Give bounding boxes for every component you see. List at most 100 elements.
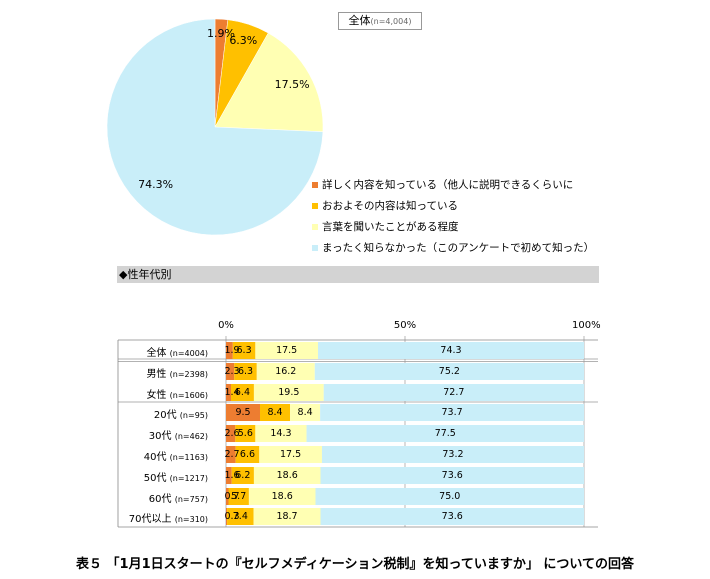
bar-segment — [259, 446, 322, 463]
row-label-text: 60代 — [148, 494, 175, 505]
bar-value-label: 8.4 — [297, 407, 313, 418]
row-label-n: (n=1217) — [169, 474, 208, 483]
bar-value-label: 72.7 — [443, 387, 465, 398]
bar-segment — [235, 425, 256, 442]
bar-segment — [253, 508, 321, 525]
row-label: 70代以上 (n=310) — [120, 510, 208, 525]
pie-value-label: 74.3% — [138, 178, 174, 192]
bar-value-label: 14.3 — [270, 428, 292, 439]
bar-value-label: 5.7 — [231, 491, 247, 502]
bar-segment — [226, 508, 228, 525]
pie-subtitle: (n=4,004) — [370, 17, 412, 26]
row-label: 30代 (n=462) — [120, 427, 208, 442]
bar-value-label: 2.6 — [224, 428, 240, 439]
legend-item: まったく知らなかった（このアンケートで初めて知った） — [312, 237, 594, 258]
bar-value-label: 73.6 — [441, 511, 463, 522]
bar-value-label: 75.2 — [438, 366, 460, 377]
row-label-text: 40代 — [143, 452, 170, 463]
bar-segment — [320, 404, 584, 421]
legend-swatch — [312, 244, 318, 251]
pie-slice-4 — [106, 18, 324, 236]
bar-value-label: 16.2 — [275, 366, 297, 377]
pie-title: 全体(n=4,004) — [338, 12, 422, 30]
bar-segment — [315, 488, 584, 505]
x-tick-label: 0% — [218, 320, 234, 331]
bar-value-label: 75.0 — [439, 491, 461, 502]
section-title: ◆性年代別 — [117, 266, 599, 283]
bar-value-label: 2.7 — [224, 449, 240, 460]
bar-value-label: 1.6 — [224, 470, 240, 481]
bar-segment — [226, 404, 261, 421]
bar-segment — [226, 467, 232, 484]
row-label-text: 全体 — [146, 348, 170, 359]
bar-value-label: 6.6 — [239, 449, 256, 460]
row-label-text: 女性 — [146, 390, 170, 401]
bar-segment — [226, 446, 236, 463]
pie-legend: 詳しく内容を知っている（他人に説明できるくらいにおおよその内容は知っている言葉を… — [312, 174, 594, 258]
row-label-text: 20代 — [153, 410, 180, 421]
bar-segment — [255, 425, 307, 442]
bar-value-label: 8.4 — [267, 407, 283, 418]
legend-label: 言葉を聞いたことがある程度 — [322, 221, 459, 233]
bar-segment — [226, 488, 229, 505]
row-label-n: (n=4004) — [169, 349, 208, 358]
bar-segment — [253, 384, 324, 401]
bar-value-label: 6.2 — [235, 470, 251, 481]
bar-value-label: 18.6 — [271, 491, 293, 502]
bar-value-label: 1.4 — [224, 387, 240, 398]
bar-value-label: 17.5 — [276, 345, 298, 356]
bar-segment — [248, 488, 316, 505]
bar-value-label: 1.9 — [224, 345, 240, 356]
row-label: 男性 (n=2398) — [120, 365, 208, 380]
bar-value-label: 77.5 — [434, 428, 456, 439]
bar-segment — [231, 467, 254, 484]
row-label: 40代 (n=1163) — [120, 448, 208, 463]
bar-segment — [320, 508, 584, 525]
bar-value-label: 17.5 — [280, 449, 302, 460]
bar-segment — [234, 363, 257, 380]
row-label-n: (n=1606) — [169, 391, 208, 400]
bar-segment — [290, 404, 321, 421]
bar-value-label: 19.5 — [278, 387, 300, 398]
bar-value-label: 2.3 — [224, 366, 240, 377]
pie-value-label: 17.5% — [274, 78, 310, 92]
bar-value-label: 18.6 — [276, 470, 298, 481]
row-label: 女性 (n=1606) — [120, 386, 208, 401]
legend-swatch — [312, 202, 318, 209]
row-label-n: (n=95) — [179, 411, 208, 420]
bar-value-label: 7.4 — [232, 511, 248, 522]
row-label-text: 50代 — [143, 473, 170, 484]
caption: 表５ 「1月1日スタートの『セルフメディケーション税制』を知っていますか」 につ… — [76, 557, 634, 572]
row-label-n: (n=462) — [174, 432, 208, 441]
pie-slice-3 — [214, 32, 324, 133]
bar-segment — [226, 363, 235, 380]
legend-item: 詳しく内容を知っている（他人に説明できるくらいに — [312, 174, 594, 195]
row-label-text: 70代以上 — [128, 514, 175, 525]
bar-segment — [226, 425, 236, 442]
bar-value-label: 5.6 — [237, 428, 253, 439]
bar-value-label: 0.7 — [224, 491, 240, 502]
bar-value-label: 73.7 — [441, 407, 463, 418]
bar-value-label: 73.6 — [441, 470, 463, 481]
legend-item: おおよその内容は知っている — [312, 195, 594, 216]
x-tick-label: 50% — [393, 320, 417, 331]
bar-value-label: 74.3 — [440, 345, 462, 356]
bar-segment — [256, 363, 315, 380]
pie-title-text: 全体 — [348, 14, 371, 27]
row-label-text: 30代 — [148, 431, 175, 442]
bar-value-label: 73.2 — [442, 449, 464, 460]
bar-segment — [323, 384, 584, 401]
legend-label: 詳しく内容を知っている（他人に説明できるくらいに — [322, 179, 574, 191]
row-label-n: (n=310) — [174, 515, 208, 524]
bar-segment — [235, 446, 260, 463]
legend-swatch — [312, 181, 318, 188]
bar-segment — [318, 342, 584, 359]
bar-segment — [228, 488, 249, 505]
bar-segment — [321, 446, 584, 463]
bar-segment — [253, 467, 321, 484]
bar-segment — [226, 342, 233, 359]
bar-segment — [306, 425, 584, 442]
row-label: 60代 (n=757) — [120, 490, 208, 505]
legend-item: 言葉を聞いたことがある程度 — [312, 216, 594, 237]
